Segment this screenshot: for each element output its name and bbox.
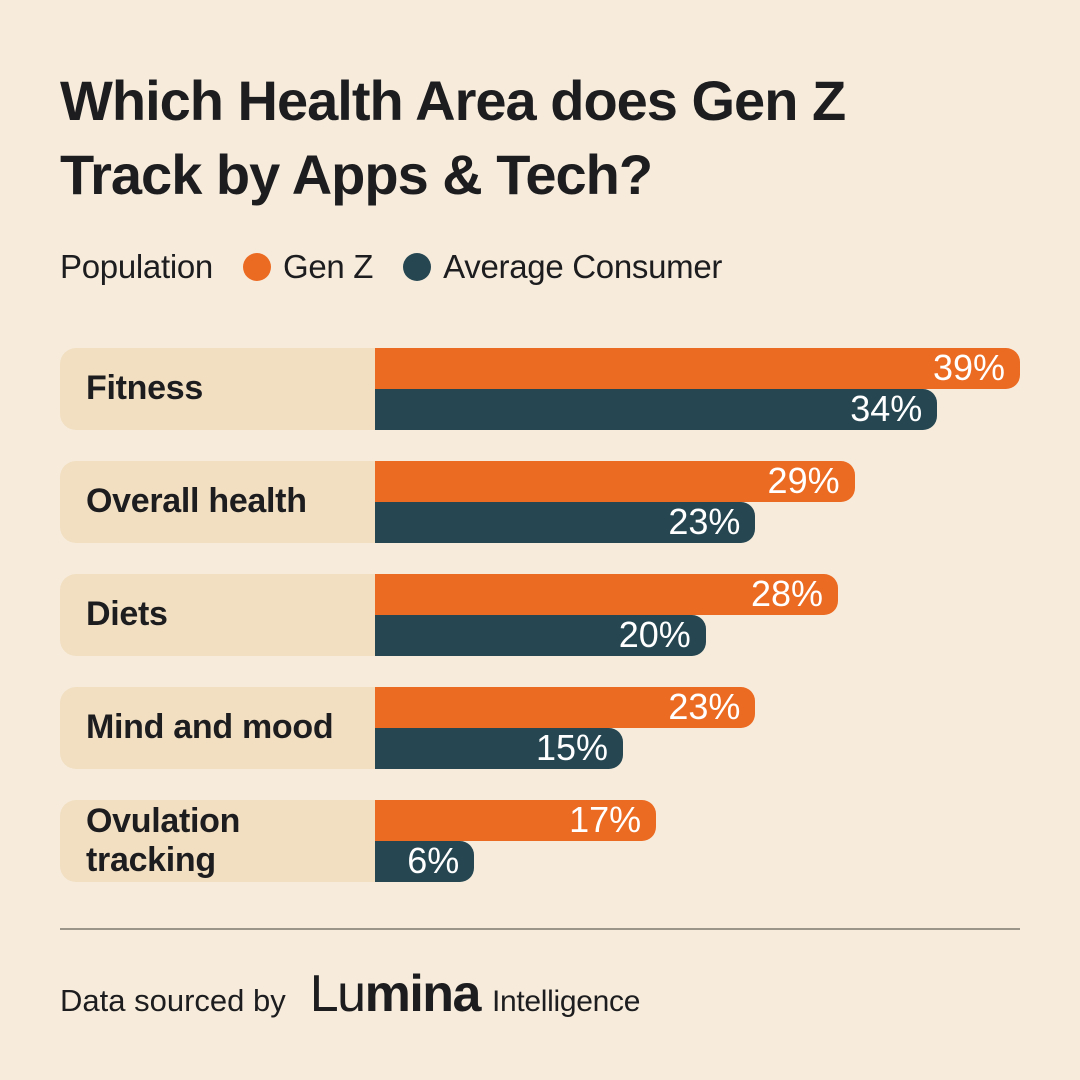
legend-item-genz-label: Gen Z xyxy=(282,247,374,285)
chart-row: Fitness 39% 34% xyxy=(60,347,1020,430)
genz-bar-value: 29% xyxy=(767,460,840,502)
genz-bar: 29% xyxy=(375,460,855,502)
category-label: Fitness xyxy=(60,347,375,430)
data-source-text: Data sourced by xyxy=(60,982,286,1018)
genz-bar: 28% xyxy=(375,573,839,615)
average-consumer-bar: 20% xyxy=(375,614,706,656)
average-consumer-bar-value: 15% xyxy=(536,727,609,769)
genz-dot-icon xyxy=(242,252,271,281)
bar-track: 28% 20% xyxy=(375,573,1020,656)
lumina-logo-light: Lu xyxy=(309,964,366,1023)
legend: Population Gen Z Average Consumer xyxy=(60,248,1020,286)
genz-bar: 39% xyxy=(375,347,1020,389)
genz-bar-value: 23% xyxy=(668,686,741,728)
category-label: Overall health xyxy=(60,460,375,543)
genz-bar: 17% xyxy=(375,799,657,841)
bar-track: 29% 23% xyxy=(375,460,1020,543)
genz-bar: 23% xyxy=(375,686,756,728)
genz-bar-value: 17% xyxy=(569,799,642,841)
legend-item-average-consumer: Average Consumer xyxy=(403,248,722,286)
genz-bar-value: 39% xyxy=(932,347,1005,389)
category-label: Ovulation tracking xyxy=(60,799,375,882)
lumina-intelligence-text: Intelligence xyxy=(491,984,641,1018)
category-label: Diets xyxy=(60,573,375,656)
legend-item-average-consumer-label: Average Consumer xyxy=(443,247,723,285)
chart-row: Mind and mood 23% 15% xyxy=(60,686,1020,769)
average-consumer-bar: 15% xyxy=(375,727,624,769)
bar-track: 23% 15% xyxy=(375,686,1020,769)
average-consumer-dot-icon xyxy=(403,252,432,281)
average-consumer-bar-value: 20% xyxy=(618,614,691,656)
average-consumer-bar: 23% xyxy=(375,501,756,543)
category-label: Mind and mood xyxy=(60,686,375,769)
title-line-1: Which Health Area does Gen Z xyxy=(60,69,846,132)
lumina-logo: Lumina xyxy=(309,964,482,1024)
legend-item-genz: Gen Z xyxy=(242,247,374,286)
footer: Data sourced by Lumina Intelligence xyxy=(60,964,1020,1024)
lumina-logo-bold: mina xyxy=(364,964,482,1023)
page-title: Which Health Area does Gen Z Track by Ap… xyxy=(60,64,1020,212)
footer-divider xyxy=(60,927,1020,930)
average-consumer-bar-value: 34% xyxy=(850,388,923,430)
bar-track: 17% 6% xyxy=(375,799,1020,882)
title-line-2: Track by Apps & Tech? xyxy=(60,142,653,206)
bar-track: 39% 34% xyxy=(375,347,1020,430)
average-consumer-bar: 6% xyxy=(375,840,475,882)
average-consumer-bar-value: 6% xyxy=(407,840,460,882)
legend-label: Population xyxy=(60,247,213,285)
average-consumer-bar: 34% xyxy=(375,388,938,430)
chart-row: Overall health 29% 23% xyxy=(60,460,1020,543)
genz-bar-value: 28% xyxy=(751,573,824,615)
chart-row: Diets 28% 20% xyxy=(60,573,1020,656)
average-consumer-bar-value: 23% xyxy=(668,501,741,543)
chart-row: Ovulation tracking 17% 6% xyxy=(60,799,1020,882)
bar-chart: Fitness 39% 34% Overall health 29% 23% xyxy=(60,347,1020,882)
